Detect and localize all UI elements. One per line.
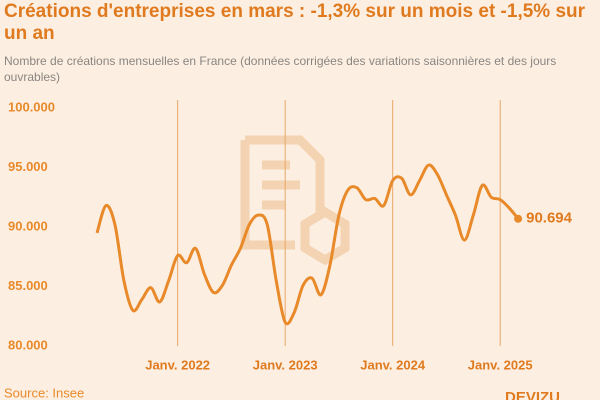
x-tick-label: Janv. 2025	[468, 357, 533, 372]
x-tick-label: Janv. 2022	[145, 357, 210, 372]
y-tick-label: 80.000	[8, 337, 48, 352]
line	[95, 163, 520, 326]
chart-subtitle: Nombre de créations mensuelles en France…	[4, 54, 556, 84]
source: Source: Insee	[4, 385, 84, 400]
y-tick-label: 95.000	[8, 159, 48, 174]
chart-title: Créations d'entreprises en mars : -1,3% …	[4, 1, 586, 44]
value-label: 90.694	[526, 210, 573, 227]
x-tick-label: Janv. 2023	[253, 357, 318, 372]
y-tick-label: 90.000	[8, 218, 48, 233]
y-tick-label: 85.000	[8, 278, 48, 293]
brand: DEVIZU	[505, 389, 560, 400]
x-tick-label: Janv. 2024	[360, 357, 426, 372]
y-tick-label: 100.000	[8, 99, 55, 114]
end-point	[514, 214, 523, 223]
